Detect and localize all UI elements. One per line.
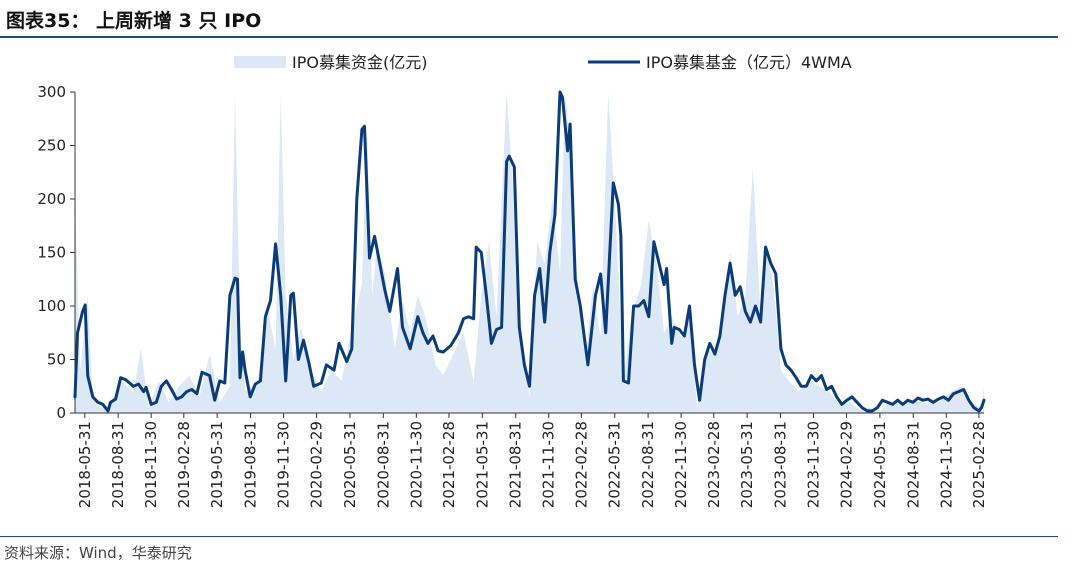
- x-tick-label: 2024-11-30: [937, 421, 955, 508]
- series-area-ipo-funds: [75, 92, 984, 413]
- y-tick-label: 300: [37, 83, 66, 101]
- x-tick-label: 2024-05-31: [871, 421, 889, 508]
- x-tick-label: 2021-05-31: [473, 421, 491, 508]
- x-tick-label: 2022-05-31: [606, 421, 624, 508]
- title-rule: [0, 36, 1058, 38]
- x-tick-label: 2019-02-28: [175, 421, 193, 508]
- x-tick-label: 2018-11-30: [142, 421, 160, 508]
- x-tick-label: 2024-08-31: [904, 421, 922, 508]
- x-tick-label: 2024-02-29: [838, 421, 856, 508]
- x-tick-label: 2023-02-28: [705, 421, 723, 508]
- legend: IPO募集资金(亿元) IPO募集基金（亿元）4WMA: [234, 53, 852, 72]
- x-tick-label: 2018-05-31: [76, 421, 94, 508]
- x-tick-label: 2020-02-29: [308, 421, 326, 508]
- legend-area-label: IPO募集资金(亿元): [292, 53, 427, 72]
- y-tick-label: 150: [37, 244, 66, 262]
- plot-area: 0 50 100 150 200 250 300 2018-05-31 2018-08-31 20…: [37, 83, 988, 508]
- x-tick-label: 2023-08-31: [772, 421, 790, 508]
- x-tick-label: 2019-05-31: [208, 421, 226, 508]
- x-tick-label: 2021-08-31: [507, 421, 525, 508]
- y-tick-label: 250: [37, 137, 66, 155]
- x-tick-label: 2022-08-31: [639, 421, 657, 508]
- x-tick-label: 2023-11-30: [805, 421, 823, 508]
- legend-line-label: IPO募集基金（亿元）4WMA: [646, 53, 852, 72]
- y-tick-label: 200: [37, 190, 66, 208]
- x-tick-label: 2025-02-28: [970, 421, 988, 508]
- y-tick-label: 50: [47, 351, 66, 369]
- x-tick-label: 2020-11-30: [407, 421, 425, 508]
- y-tick-label: 0: [56, 404, 66, 422]
- legend-area-swatch: [234, 56, 286, 68]
- x-tick-label: 2023-05-31: [738, 421, 756, 508]
- x-tick-label: 2020-08-31: [374, 421, 392, 508]
- x-tick-label: 2018-08-31: [109, 421, 127, 508]
- x-tick-label: 2021-02-28: [440, 421, 458, 508]
- series-line-ipo-funds-4wma: [73, 90, 986, 413]
- y-tick-label: 100: [37, 297, 66, 315]
- chart-title: 图表35： 上周新增 3 只 IPO: [6, 10, 262, 32]
- source-note: 资料来源：Wind，华泰研究: [4, 544, 192, 562]
- x-tick-label: 2019-11-30: [275, 421, 293, 508]
- x-tick-label: 2019-08-31: [242, 421, 260, 508]
- x-tick-label: 2020-05-31: [341, 421, 359, 508]
- footer-rule: [0, 536, 1058, 537]
- x-tick-label: 2021-11-30: [540, 421, 558, 508]
- x-tick-label: 2022-02-28: [572, 421, 590, 508]
- x-tick-label: 2022-11-30: [672, 421, 690, 508]
